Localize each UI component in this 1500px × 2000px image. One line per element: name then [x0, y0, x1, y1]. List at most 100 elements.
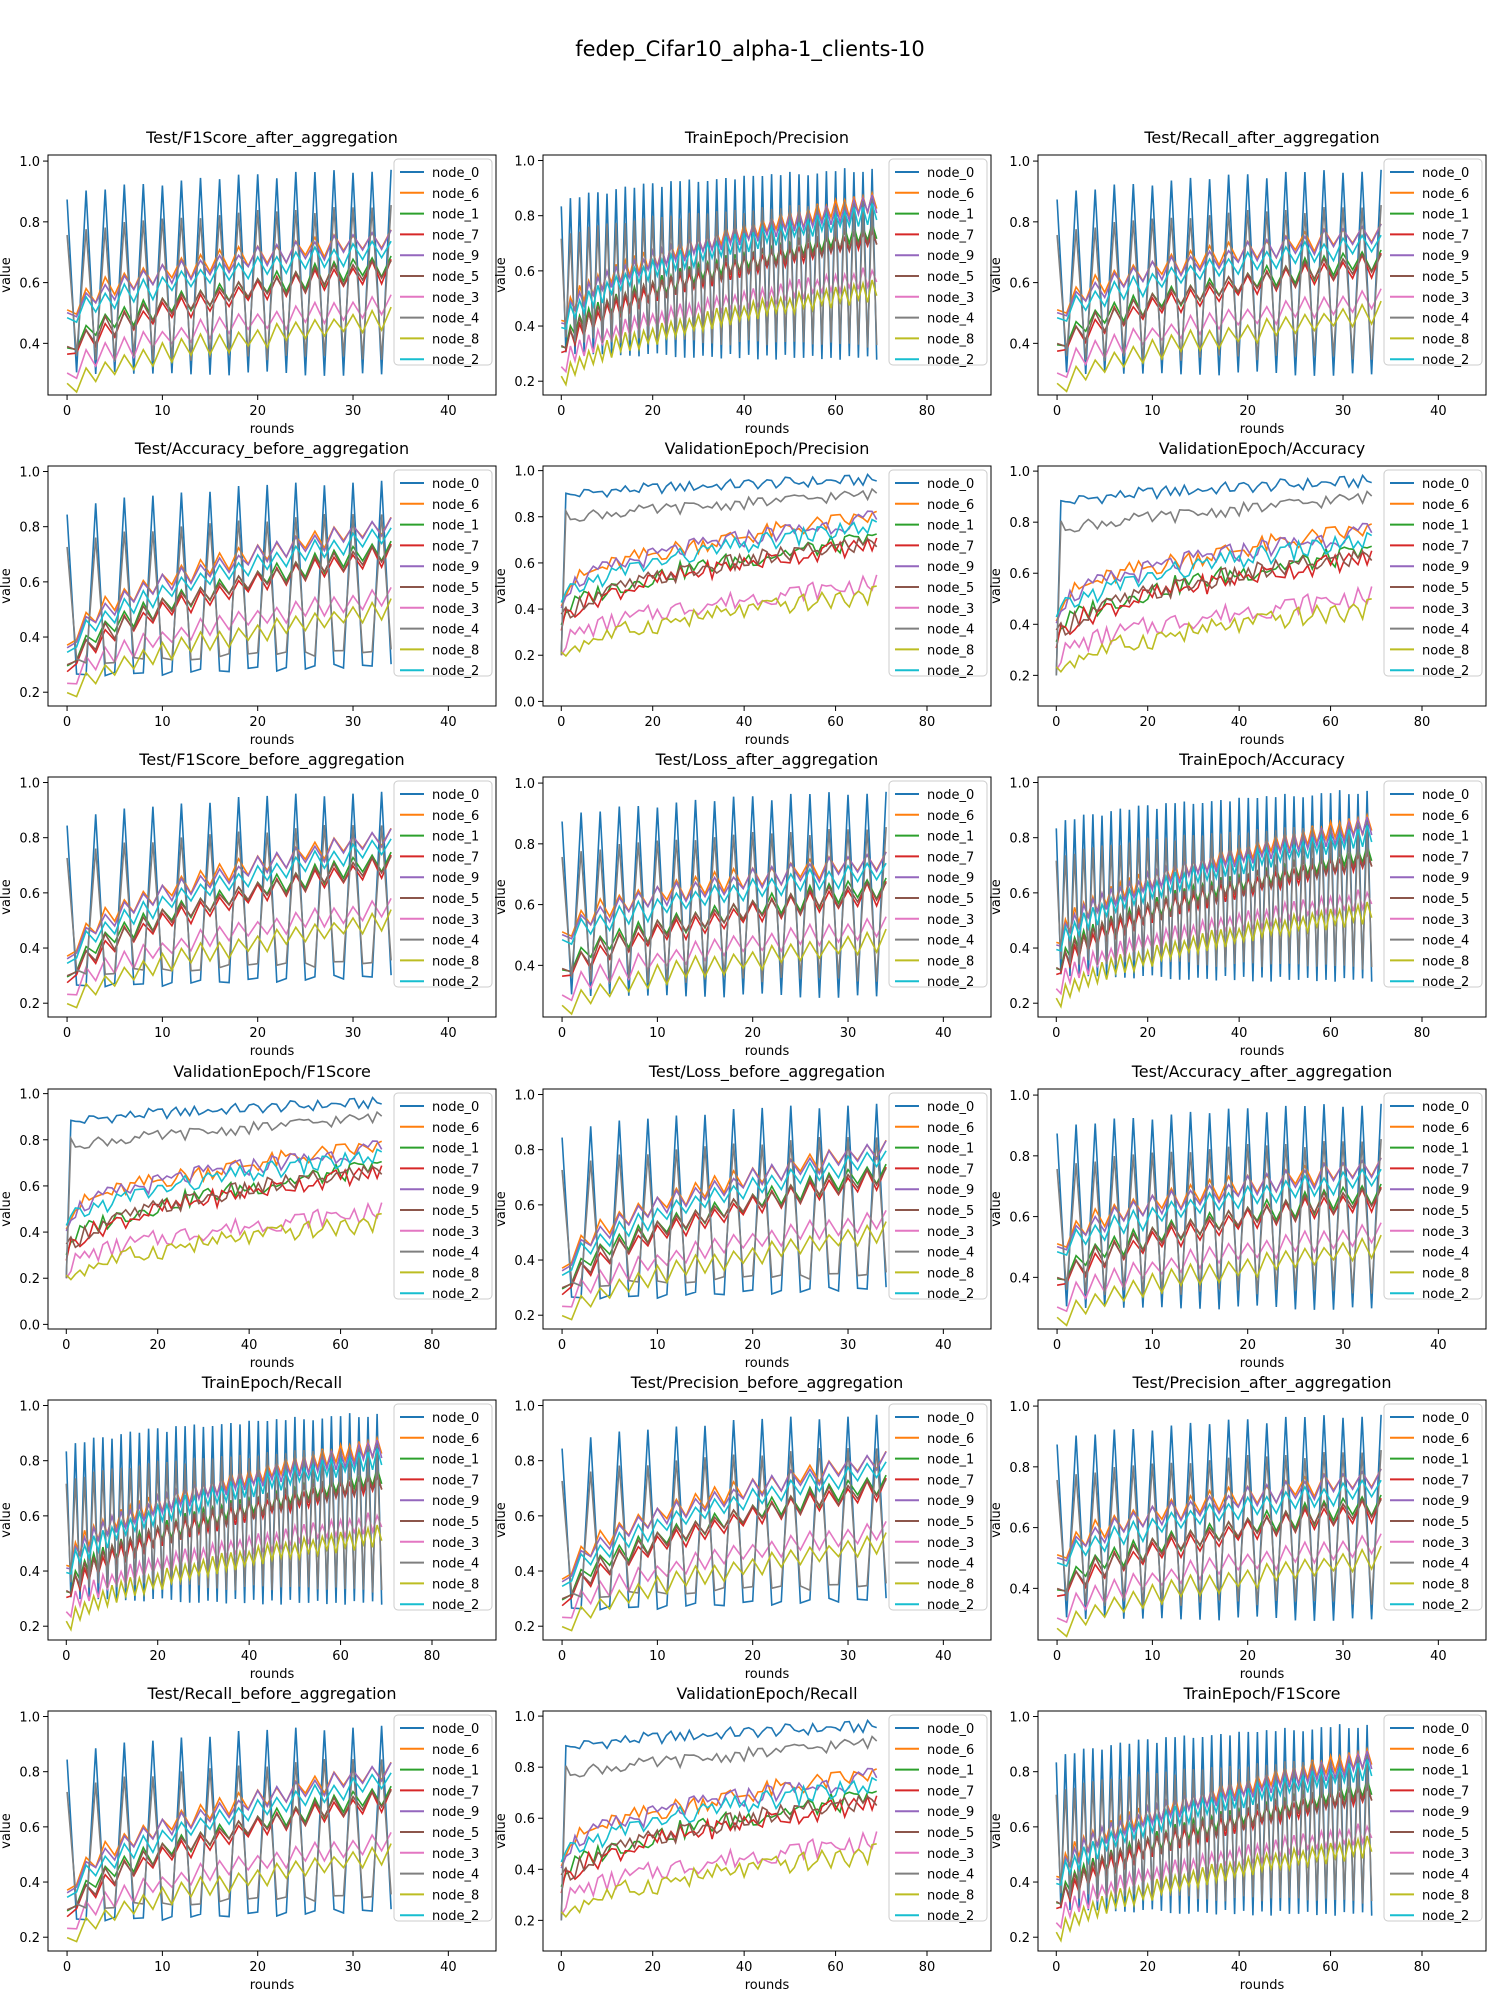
series-line-node_2 — [560, 518, 878, 603]
x-tick-label: 0 — [1052, 1026, 1060, 1041]
x-tick-label: 30 — [345, 1026, 362, 1041]
legend-label: node_1 — [927, 830, 974, 845]
axes-frame — [1037, 776, 1487, 1018]
x-axis-label: rounds — [250, 1978, 295, 1993]
series-line-node_8 — [560, 585, 877, 658]
y-tick-label: 0.8 — [514, 1144, 535, 1159]
series-line-node_8 — [65, 1212, 382, 1281]
legend-label: node_3 — [1422, 1536, 1469, 1551]
series-line-node_9 — [561, 851, 887, 940]
series-line-node_5 — [66, 258, 392, 352]
x-tick-label: 20 — [1239, 404, 1256, 419]
y-tick-label: 0.2 — [514, 649, 535, 664]
x-tick-label: 0 — [63, 404, 71, 419]
legend-label: node_8 — [1422, 332, 1469, 347]
legend-label: node_1 — [927, 208, 974, 223]
subplot-title: Test/Recall_before_aggregation — [147, 1684, 397, 1704]
legend-label: node_4 — [1422, 934, 1469, 949]
series-line-node_5 — [560, 1794, 878, 1882]
legend-label: node_3 — [432, 1847, 479, 1862]
x-tick-label: 40 — [935, 1649, 952, 1664]
x-axis-label: rounds — [1240, 1667, 1285, 1682]
series-line-node_8 — [1056, 300, 1382, 393]
series-line-node_4 — [66, 1758, 392, 1910]
legend-label: node_3 — [927, 1847, 974, 1862]
legend-label: node_4 — [1422, 623, 1469, 638]
series-group — [561, 1414, 887, 1632]
axes-frame — [542, 1710, 992, 1952]
legend-label: node_7 — [927, 228, 974, 243]
series-line-node_6 — [560, 510, 878, 607]
legend-label: node_5 — [432, 270, 479, 285]
axes-frame — [542, 465, 992, 707]
legend-label: node_0 — [1422, 1100, 1469, 1115]
series-line-node_9 — [560, 1767, 878, 1869]
legend-label: node_4 — [1422, 312, 1469, 327]
x-axis-label: rounds — [745, 733, 790, 748]
subplot: Test/Precision_before_aggregation 0 10 20 30… — [494, 1373, 992, 1682]
legend-label: node_4 — [432, 1868, 479, 1883]
axes-frame — [47, 776, 497, 1018]
y-axis-label: value — [494, 1813, 509, 1849]
legend-label: node_4 — [432, 934, 479, 949]
legend-label: node_9 — [927, 1183, 974, 1198]
series-line-node_2 — [1055, 531, 1373, 618]
legend: node_0 node_6 node_1 node_7 node_9 node_5node… — [1383, 1714, 1483, 1924]
legend-label: node_0 — [1422, 1722, 1469, 1737]
subplot-title: Test/F1Score_before_aggregation — [138, 750, 404, 770]
legend-label: node_8 — [927, 643, 974, 658]
series-line-node_0 — [1056, 169, 1382, 376]
x-tick-label: 0 — [1053, 404, 1061, 419]
x-tick-label: 0 — [1053, 1338, 1061, 1353]
legend-label: node_3 — [927, 291, 974, 306]
series-line-node_2 — [1056, 825, 1373, 952]
legend-label: node_2 — [1422, 664, 1469, 679]
legend-label: node_4 — [1422, 1868, 1469, 1883]
series-line-node_6 — [66, 1761, 392, 1891]
legend-label: node_5 — [1422, 1515, 1469, 1530]
y-tick-label: 0.2 — [19, 1931, 40, 1946]
legend-box — [1383, 469, 1483, 677]
series-line-node_4 — [560, 487, 878, 656]
legend: node_0 node_6 node_1 node_7 node_9 node_5node… — [888, 158, 988, 368]
series-line-node_6 — [66, 516, 392, 646]
legend-label: node_8 — [1422, 1888, 1469, 1903]
legend-label: node_7 — [1422, 1473, 1469, 1488]
x-tick-label: 20 — [149, 1649, 166, 1664]
subplot: TrainEpoch/Precision 0 20 40 60 80 0.2 0.4 0.6 0.… — [494, 128, 992, 437]
x-tick-label: 80 — [1414, 1960, 1431, 1975]
legend-box — [393, 1714, 493, 1922]
y-axis-label: value — [0, 1191, 14, 1227]
subplot-title: ValidationEpoch/F1Score — [173, 1062, 371, 1081]
series-line-node_2 — [560, 1776, 878, 1863]
y-tick-label: 0.2 — [19, 686, 40, 701]
legend: node_0 node_6 node_1 node_7 node_9 node_5node… — [1383, 469, 1483, 679]
axes-frame — [47, 465, 497, 707]
legend-label: node_9 — [1422, 560, 1469, 575]
x-tick-label: 20 — [1139, 715, 1156, 730]
subplot-title: ValidationEpoch/Recall — [676, 1684, 857, 1703]
series-line-node_6 — [561, 1450, 887, 1580]
series-line-node_5 — [560, 536, 878, 619]
y-tick-label: 0.4 — [514, 1254, 535, 1269]
subplot: Test/Recall_after_aggregation 0 10 20 30 40 0.… — [989, 128, 1487, 437]
legend-label: node_4 — [1422, 1557, 1469, 1572]
series-line-node_5 — [66, 1789, 392, 1911]
legend-label: node_9 — [927, 1494, 974, 1509]
y-tick-label: 0.2 — [1009, 997, 1030, 1012]
legend-label: node_5 — [927, 892, 974, 907]
axes-frame — [542, 1088, 992, 1330]
legend-label: node_0 — [927, 477, 974, 492]
y-tick-label: 1.0 — [514, 465, 535, 480]
legend-label: node_8 — [927, 1577, 974, 1592]
y-tick-label: 1.0 — [1009, 777, 1030, 792]
series-line-node_4 — [66, 824, 392, 976]
series-line-node_8 — [560, 1843, 877, 1919]
subplot-title: TrainEpoch/F1Score — [1183, 1684, 1341, 1703]
x-tick-label: 10 — [1144, 404, 1161, 419]
legend: node_0 node_6 node_1 node_7 node_9 node_5node… — [888, 1092, 988, 1302]
series-line-node_0 — [1056, 1414, 1382, 1621]
y-tick-label: 0.8 — [1009, 1461, 1030, 1476]
legend-label: node_7 — [1422, 850, 1469, 865]
legend-label: node_7 — [432, 228, 479, 243]
